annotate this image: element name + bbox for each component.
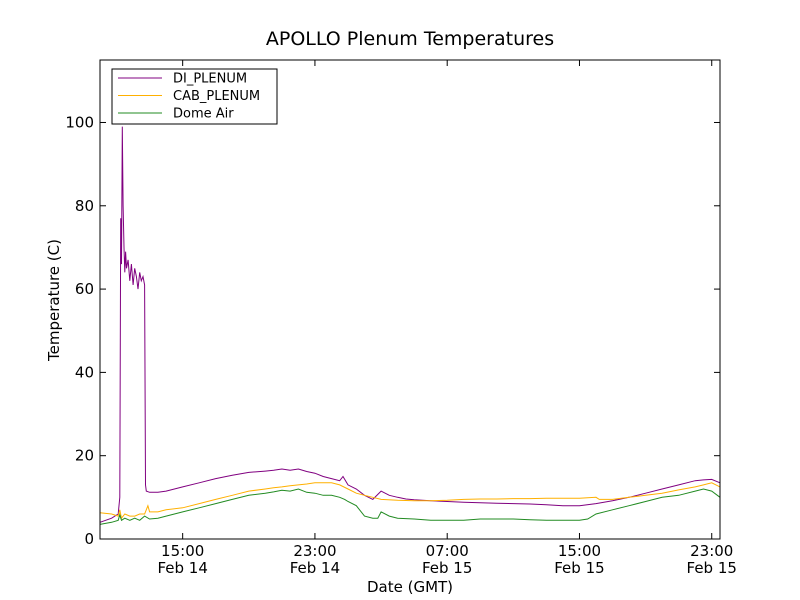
legend-label-dome-air: Dome Air xyxy=(173,107,234,122)
x-tick-label-date: Feb 14 xyxy=(290,559,340,577)
x-tick-label-date: Feb 15 xyxy=(554,559,604,577)
chart-title: APOLLO Plenum Temperatures xyxy=(266,28,554,50)
y-tick-label: 100 xyxy=(65,113,94,131)
series-layer xyxy=(99,126,721,525)
x-tick-label-time: 15:00 xyxy=(161,542,204,560)
legend: DI_PLENUM CAB_PLENUM Dome Air xyxy=(111,68,278,125)
x-tick-label-time: 07:00 xyxy=(426,542,469,560)
series-line-di-plenum xyxy=(99,126,721,523)
y-tick-label: 80 xyxy=(75,197,94,215)
y-axis-label: Temperature (C) xyxy=(45,239,63,362)
x-tick-label-date: Feb 14 xyxy=(157,559,207,577)
x-tick-label-date: Feb 15 xyxy=(687,559,737,577)
series-line-cab-plenum xyxy=(99,482,721,520)
x-tick-label-date: Feb 15 xyxy=(422,559,472,577)
legend-box xyxy=(111,68,278,125)
y-tick-label: 20 xyxy=(75,447,94,465)
y-tick-label: 40 xyxy=(75,363,94,381)
series-line-dome-air xyxy=(99,488,721,525)
x-axis-label: Date (GMT) xyxy=(367,578,453,596)
plot-frame xyxy=(99,59,721,540)
x-tick-label-time: 23:00 xyxy=(690,542,733,560)
y-tick-label: 60 xyxy=(75,280,94,298)
x-tick-label-time: 23:00 xyxy=(293,542,336,560)
x-tick-label-time: 15:00 xyxy=(558,542,601,560)
y-axis: 0 20 40 60 80 100 xyxy=(65,113,720,548)
legend-label-cab-plenum: CAB_PLENUM xyxy=(173,89,260,104)
y-tick-label: 0 xyxy=(84,530,94,548)
legend-label-di-plenum: DI_PLENUM xyxy=(173,72,247,87)
